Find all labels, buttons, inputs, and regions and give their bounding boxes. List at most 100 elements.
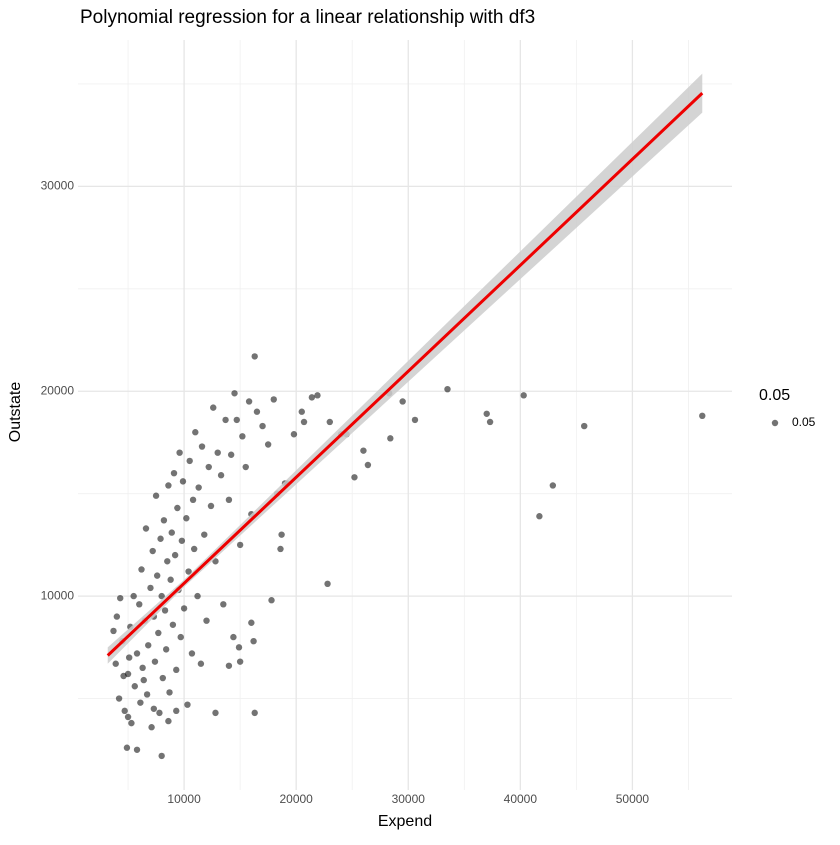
data-point [148, 724, 155, 731]
data-point [220, 601, 227, 608]
data-point [549, 482, 557, 489]
data-point [242, 463, 249, 471]
data-point [117, 594, 124, 602]
data-point [133, 746, 141, 753]
data-point [185, 568, 192, 575]
data-point [360, 447, 367, 454]
data-point [264, 441, 272, 448]
data-point [113, 613, 121, 620]
data-point [205, 463, 212, 471]
data-point [486, 418, 494, 426]
data-point [115, 695, 123, 702]
data-point [278, 531, 285, 538]
data-point [197, 660, 205, 667]
data-point [217, 472, 225, 479]
confidence-band [107, 73, 703, 664]
data-point [170, 469, 178, 477]
chart-title: Polynomial regression for a linear relat… [80, 7, 535, 28]
data-point [444, 385, 451, 393]
data-point [581, 422, 588, 430]
data-point [326, 418, 333, 426]
data-point [236, 658, 244, 665]
data-point [270, 396, 277, 403]
data-point [156, 709, 163, 717]
data-point [157, 535, 164, 542]
data-point [192, 429, 199, 436]
data-point [227, 451, 235, 458]
data-point [167, 576, 174, 583]
x-tick-label: 30000 [392, 792, 426, 806]
data-point [235, 644, 243, 651]
data-point [176, 449, 183, 456]
data-point [121, 707, 128, 715]
data-point [411, 416, 419, 424]
legend-label: 0.05 [792, 415, 816, 429]
data-point [149, 547, 156, 555]
legend-marker [771, 419, 779, 427]
y-tick-label: 20000 [41, 383, 75, 397]
data-point [162, 646, 170, 653]
data-point [225, 662, 233, 669]
data-point [153, 572, 161, 579]
data-point [536, 513, 543, 520]
data-point [173, 707, 180, 715]
data-point [166, 689, 173, 696]
data-point [190, 545, 198, 553]
data-point [143, 691, 151, 698]
data-point [225, 496, 233, 504]
data-point [125, 654, 133, 661]
data-point [158, 592, 165, 600]
data-point [161, 607, 169, 614]
data-point [207, 502, 215, 510]
data-point [165, 482, 172, 489]
data-point [165, 717, 172, 725]
data-point [277, 545, 284, 553]
data-point [131, 683, 138, 690]
data-point [174, 504, 181, 512]
data-point [201, 531, 208, 538]
data-point [178, 537, 186, 544]
data-point [128, 719, 135, 727]
data-point [194, 592, 201, 600]
data-point [253, 408, 261, 415]
data-point [351, 474, 358, 481]
data-point [179, 478, 187, 485]
fit-line [106, 92, 704, 657]
data-point [520, 392, 527, 399]
data-point [160, 517, 168, 524]
data-point [231, 390, 238, 397]
data-point [164, 558, 171, 565]
data-point [150, 705, 158, 712]
data-point [239, 433, 246, 440]
data-point [324, 580, 331, 588]
y-tick-label: 30000 [41, 179, 75, 193]
x-tick-label: 10000 [167, 792, 201, 806]
data-point [212, 709, 219, 717]
data-point [152, 492, 160, 499]
data-point [145, 642, 152, 649]
data-point [214, 449, 221, 456]
data-point [173, 666, 180, 674]
x-tick-label: 40000 [504, 792, 538, 806]
data-point [136, 601, 143, 608]
data-point [699, 412, 706, 420]
data-point [251, 709, 258, 717]
data-point [110, 627, 117, 635]
data-point [171, 551, 179, 559]
x-tick-label: 50000 [616, 792, 650, 806]
data-point [169, 621, 177, 628]
data-point [183, 515, 190, 522]
x-tick-label: 20000 [279, 792, 313, 806]
data-point [298, 408, 305, 415]
legend-title: 0.05 [759, 387, 790, 404]
data-point [130, 592, 137, 600]
data-point [268, 597, 275, 604]
data-point [159, 674, 166, 682]
data-point [138, 566, 145, 573]
data-point [387, 435, 394, 442]
data-point [189, 496, 197, 504]
data-point [251, 353, 258, 360]
data-point [212, 558, 219, 565]
data-point [210, 404, 217, 411]
data-point [300, 418, 308, 426]
